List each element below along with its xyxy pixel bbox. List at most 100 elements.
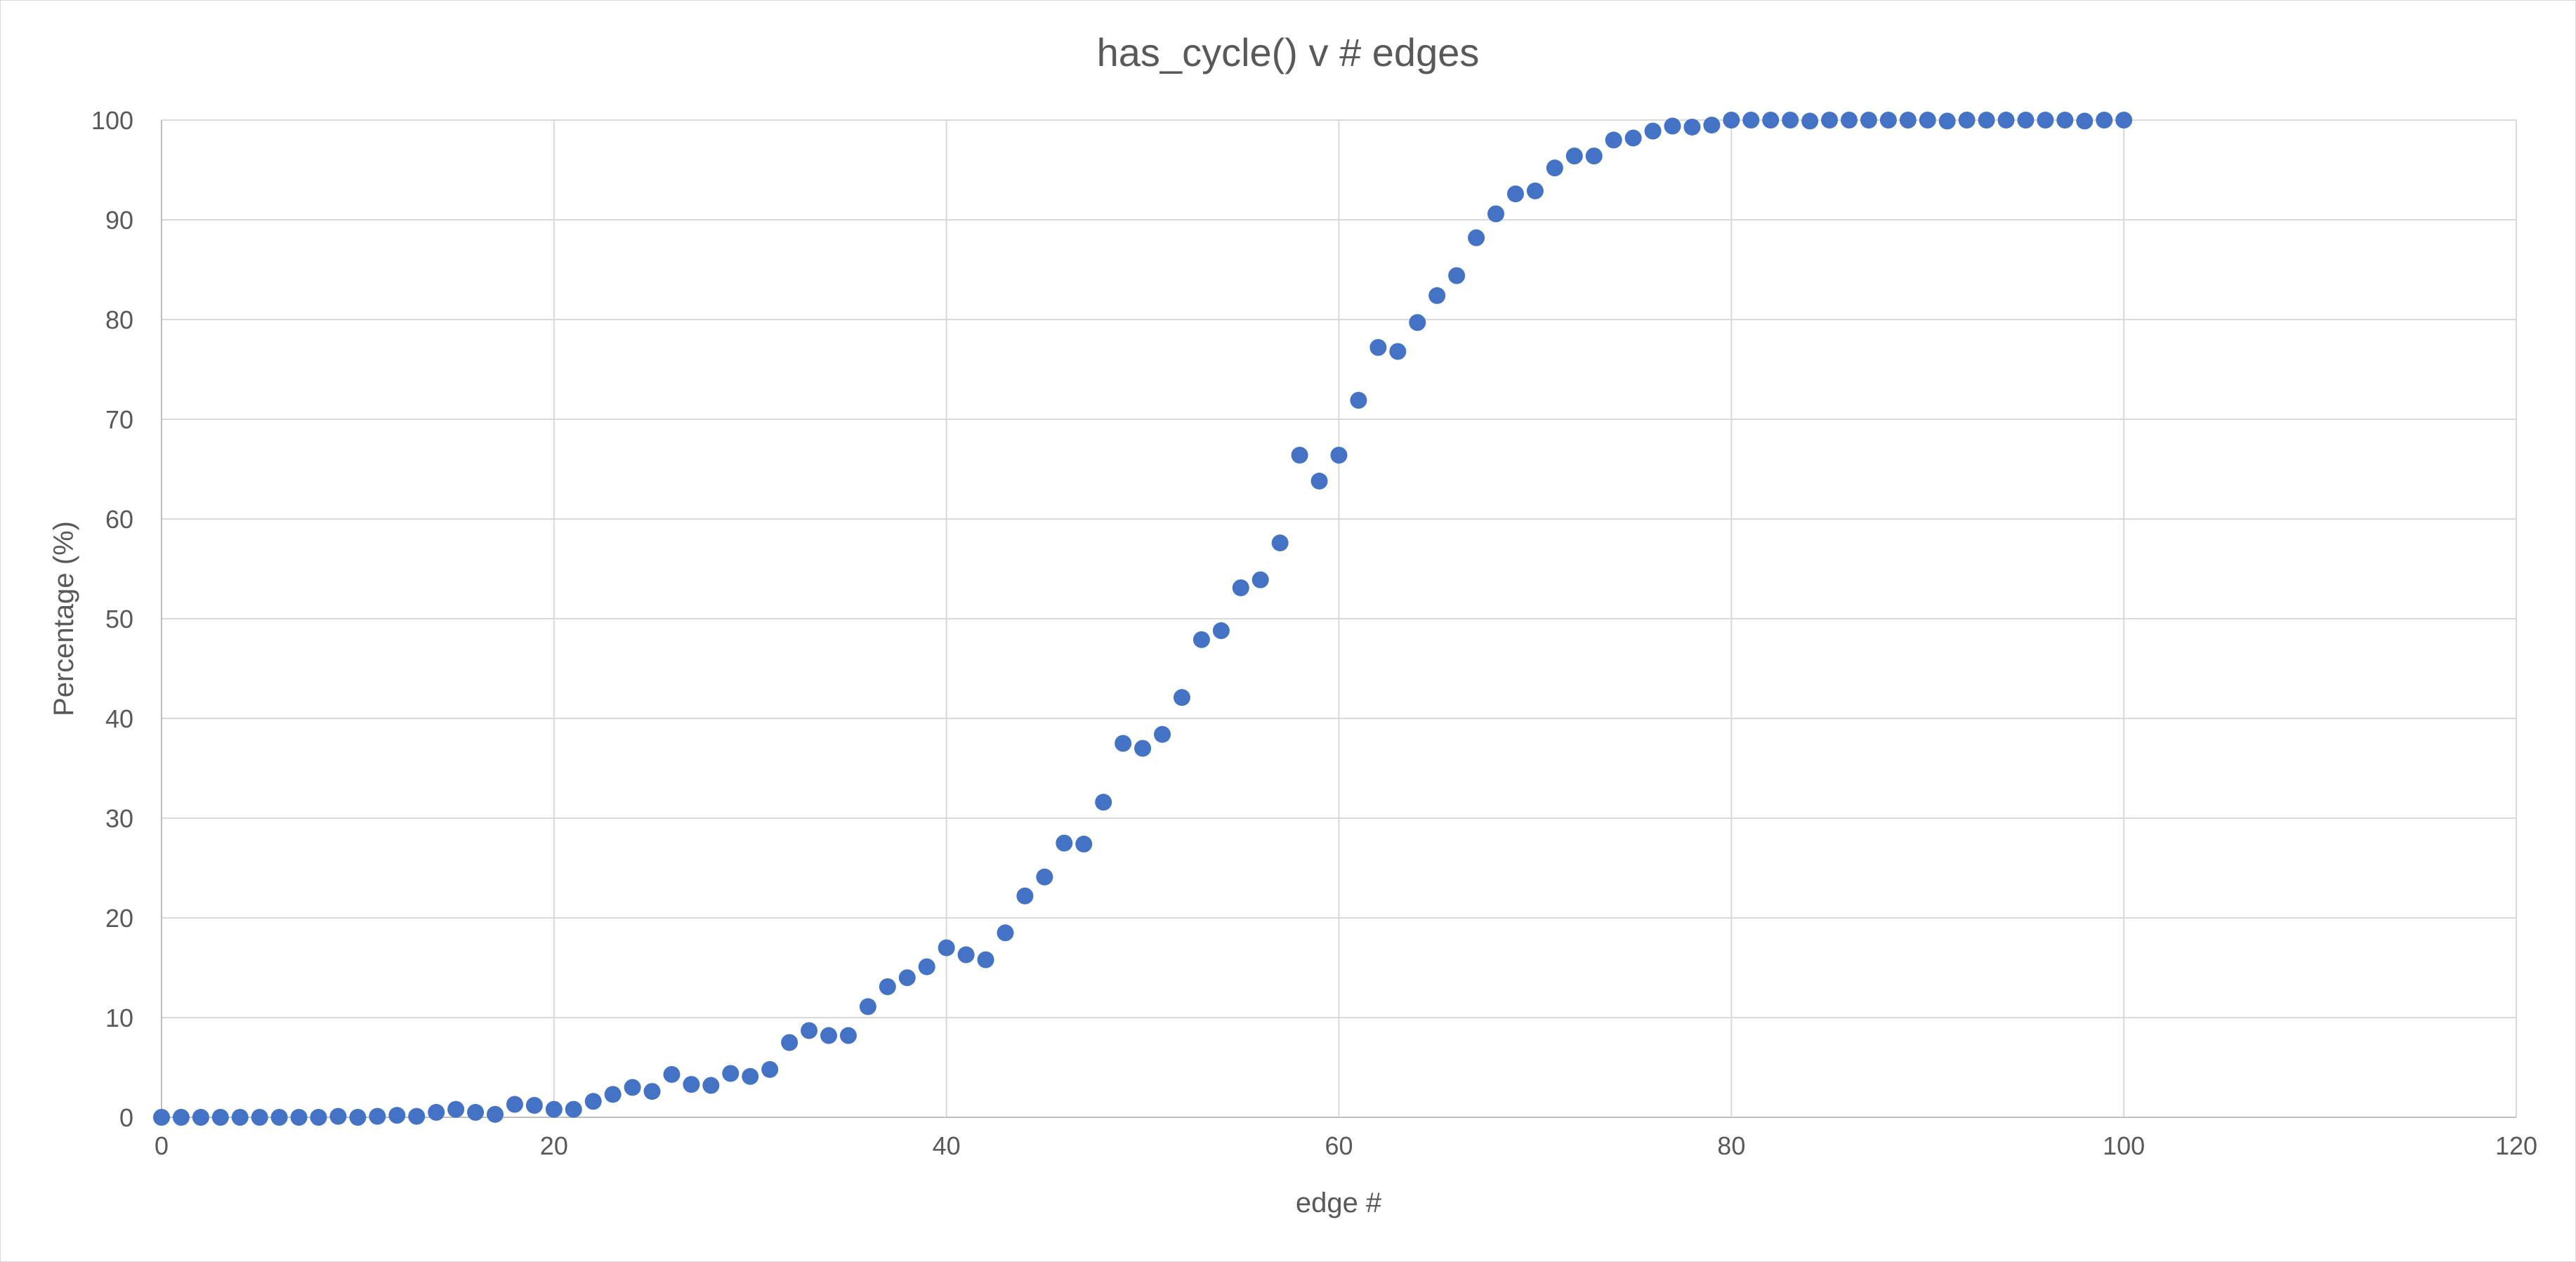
- data-point: [211, 1109, 229, 1126]
- data-point: [506, 1096, 523, 1113]
- data-point: [1860, 112, 1877, 129]
- y-tick-label: 0: [119, 1103, 133, 1132]
- data-point: [2076, 112, 2094, 130]
- data-point: [1624, 129, 1642, 147]
- data-point: [1232, 579, 1249, 596]
- data-point: [565, 1100, 582, 1118]
- data-point: [1958, 112, 1976, 129]
- x-tick-label: 60: [1325, 1131, 1353, 1160]
- data-point: [153, 1109, 170, 1126]
- data-point: [1899, 112, 1917, 129]
- data-point: [898, 969, 916, 987]
- data-point: [643, 1083, 661, 1100]
- data-point: [251, 1109, 268, 1126]
- data-point: [1703, 117, 1721, 134]
- data-point: [977, 951, 994, 968]
- data-point: [545, 1100, 563, 1118]
- y-tick-label: 20: [105, 904, 133, 933]
- data-point: [231, 1109, 249, 1126]
- data-point: [1016, 887, 1034, 905]
- data-point: [1251, 571, 1269, 589]
- data-point: [2017, 112, 2035, 129]
- data-point: [408, 1107, 426, 1125]
- x-axis-title: edge #: [1296, 1188, 1382, 1218]
- data-point: [1291, 447, 1308, 464]
- y-tick-label: 40: [105, 704, 133, 733]
- data-point: [270, 1109, 288, 1126]
- y-tick-label: 10: [105, 1004, 133, 1032]
- data-point: [1173, 689, 1190, 706]
- data-point: [859, 998, 876, 1015]
- data-point: [1271, 534, 1289, 552]
- data-point: [742, 1067, 759, 1085]
- data-point: [1134, 740, 1152, 757]
- data-point: [2056, 112, 2074, 129]
- data-point: [1192, 631, 1210, 648]
- x-axis-tick-labels: 0 20 40 60 80 100 120: [155, 1131, 2537, 1160]
- data-point: [2096, 112, 2113, 129]
- data-point: [702, 1077, 720, 1094]
- y-tick-label: 100: [91, 106, 133, 135]
- data-point: [1801, 112, 1819, 130]
- data-point: [683, 1076, 700, 1093]
- data-point: [997, 924, 1014, 942]
- data-point: [1487, 205, 1505, 223]
- data-point: [1115, 735, 1132, 752]
- data-point: [310, 1109, 327, 1126]
- x-tick-label: 20: [540, 1131, 568, 1160]
- data-point: [938, 939, 955, 957]
- data-point: [2037, 112, 2054, 129]
- data-point: [761, 1060, 779, 1078]
- data-point: [290, 1109, 308, 1126]
- data-point: [1212, 622, 1230, 640]
- data-point: [1840, 112, 1858, 129]
- data-point: [624, 1079, 641, 1096]
- data-point: [1782, 112, 1799, 129]
- data-point: [1978, 112, 1995, 129]
- y-tick-label: 90: [105, 206, 133, 235]
- data-point: [1310, 473, 1328, 490]
- data-point: [1546, 159, 1563, 177]
- data-point: [584, 1093, 602, 1110]
- data-point: [918, 958, 935, 975]
- data-point: [388, 1107, 406, 1124]
- data-point: [722, 1065, 740, 1082]
- data-point: [1762, 112, 1780, 129]
- x-tick-label: 80: [1717, 1131, 1745, 1160]
- data-point: [1664, 117, 1681, 135]
- data-point: [1389, 343, 1407, 360]
- data-point: [1330, 447, 1348, 464]
- data-point: [192, 1109, 209, 1126]
- data-point: [428, 1103, 445, 1121]
- data-point: [329, 1107, 347, 1125]
- data-point: [1056, 834, 1073, 852]
- y-tick-label: 60: [105, 505, 133, 534]
- x-tick-label: 100: [2103, 1131, 2145, 1160]
- chart-title: has_cycle() v # edges: [1097, 30, 1480, 74]
- data-point: [1938, 112, 1956, 130]
- y-tick-label: 30: [105, 804, 133, 833]
- data-point: [1468, 229, 1485, 247]
- data-point: [1409, 314, 1426, 331]
- y-axis-title: Percentage (%): [48, 521, 79, 716]
- data-point: [1879, 112, 1897, 129]
- data-point: [1683, 118, 1701, 136]
- data-point: [369, 1107, 386, 1125]
- x-tick-label: 0: [155, 1131, 169, 1160]
- data-point: [447, 1100, 465, 1118]
- data-point: [1723, 112, 1740, 129]
- data-point: [1428, 287, 1446, 304]
- data-point: [820, 1027, 838, 1044]
- x-tick-label: 40: [933, 1131, 961, 1160]
- data-point: [1036, 868, 1053, 886]
- data-point: [172, 1109, 190, 1126]
- y-axis-tick-labels: 0 10 20 30 40 50 60 70 80 90 100: [91, 106, 133, 1132]
- data-point: [2115, 112, 2133, 129]
- data-point: [1448, 267, 1466, 284]
- data-point: [1742, 112, 1760, 129]
- data-point: [957, 946, 975, 964]
- data-point: [1585, 147, 1603, 165]
- x-tick-label: 120: [2495, 1131, 2537, 1160]
